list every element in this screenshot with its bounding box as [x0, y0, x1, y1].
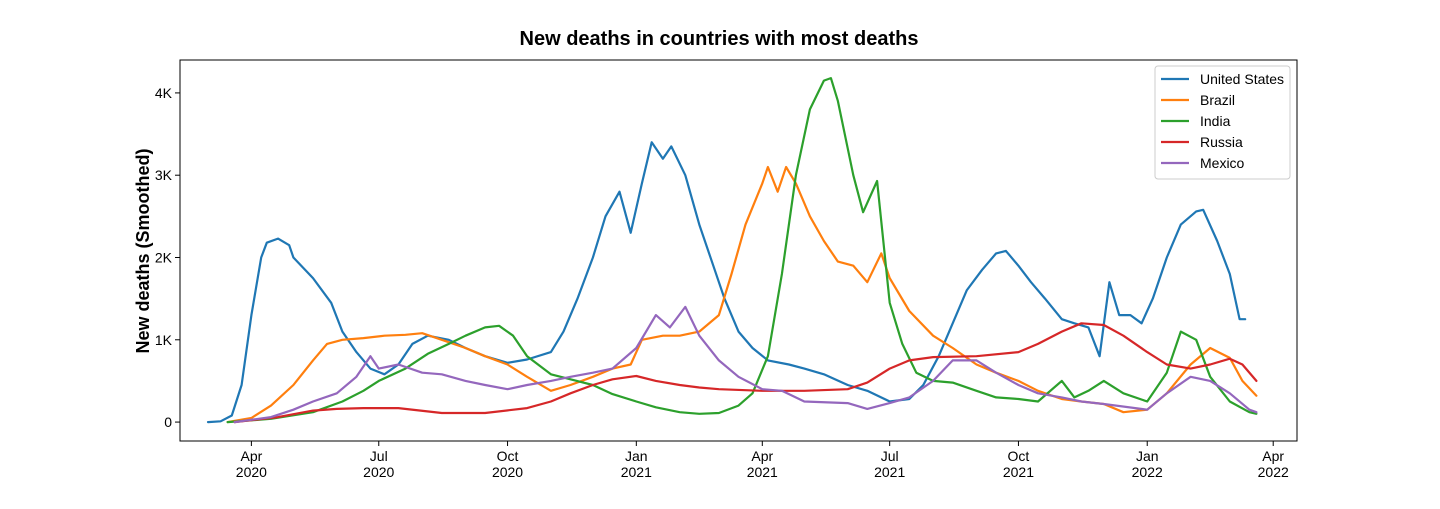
series-line-united-states [206, 141, 1247, 424]
x-tick-label-year: 2021 [621, 464, 652, 480]
plot-area [206, 77, 1258, 424]
legend: United States Brazil India Russia Mexico [1154, 65, 1291, 180]
legend-label-brazil: Brazil [1200, 92, 1235, 108]
x-tick-label-year: 2022 [1132, 464, 1163, 480]
y-axis-label: New deaths (Smoothed) [133, 148, 153, 353]
legend-label-russia: Russia [1200, 134, 1243, 150]
plot-frame [179, 59, 1298, 442]
x-tick-label-year: 2020 [492, 464, 523, 480]
y-tick-label: 3K [155, 167, 173, 183]
x-tick-label-year: 2020 [363, 464, 394, 480]
x-tick-label-month: Jan [625, 448, 648, 464]
series-line-russia [233, 322, 1258, 424]
x-tick-label-month: Oct [1008, 448, 1030, 464]
chart-title: New deaths in countries with most deaths [520, 28, 919, 50]
y-tick-label: 0 [164, 414, 172, 430]
x-tick-label-month: Apr [751, 448, 773, 464]
axes: Apr2020Jul2020Oct2020Jan2021Apr2021Jul20… [155, 59, 1298, 480]
legend-label-mexico: Mexico [1200, 155, 1245, 171]
legend-box [1154, 65, 1291, 180]
series-line-mexico [233, 305, 1258, 424]
x-tick-label-year: 2022 [1258, 464, 1289, 480]
x-tick-label-year: 2021 [747, 464, 778, 480]
x-tick-label-month: Apr [240, 448, 262, 464]
series-line-india [226, 77, 1258, 424]
x-tick-label-month: Jul [370, 448, 388, 464]
x-tick-label-month: Jan [1136, 448, 1159, 464]
x-tick-label-year: 2021 [874, 464, 905, 480]
legend-label-united-states: United States [1200, 71, 1284, 87]
legend-label-india: India [1200, 113, 1231, 129]
series-line-brazil [226, 165, 1258, 424]
x-tick-label-month: Oct [497, 448, 519, 464]
y-tick-label: 1K [155, 332, 173, 348]
y-tick-label: 2K [155, 249, 173, 265]
x-tick-label-year: 2020 [236, 464, 267, 480]
y-tick-label: 4K [155, 85, 173, 101]
x-tick-label-month: Jul [881, 448, 899, 464]
x-tick-label-year: 2021 [1003, 464, 1034, 480]
x-tick-label-month: Apr [1262, 448, 1284, 464]
